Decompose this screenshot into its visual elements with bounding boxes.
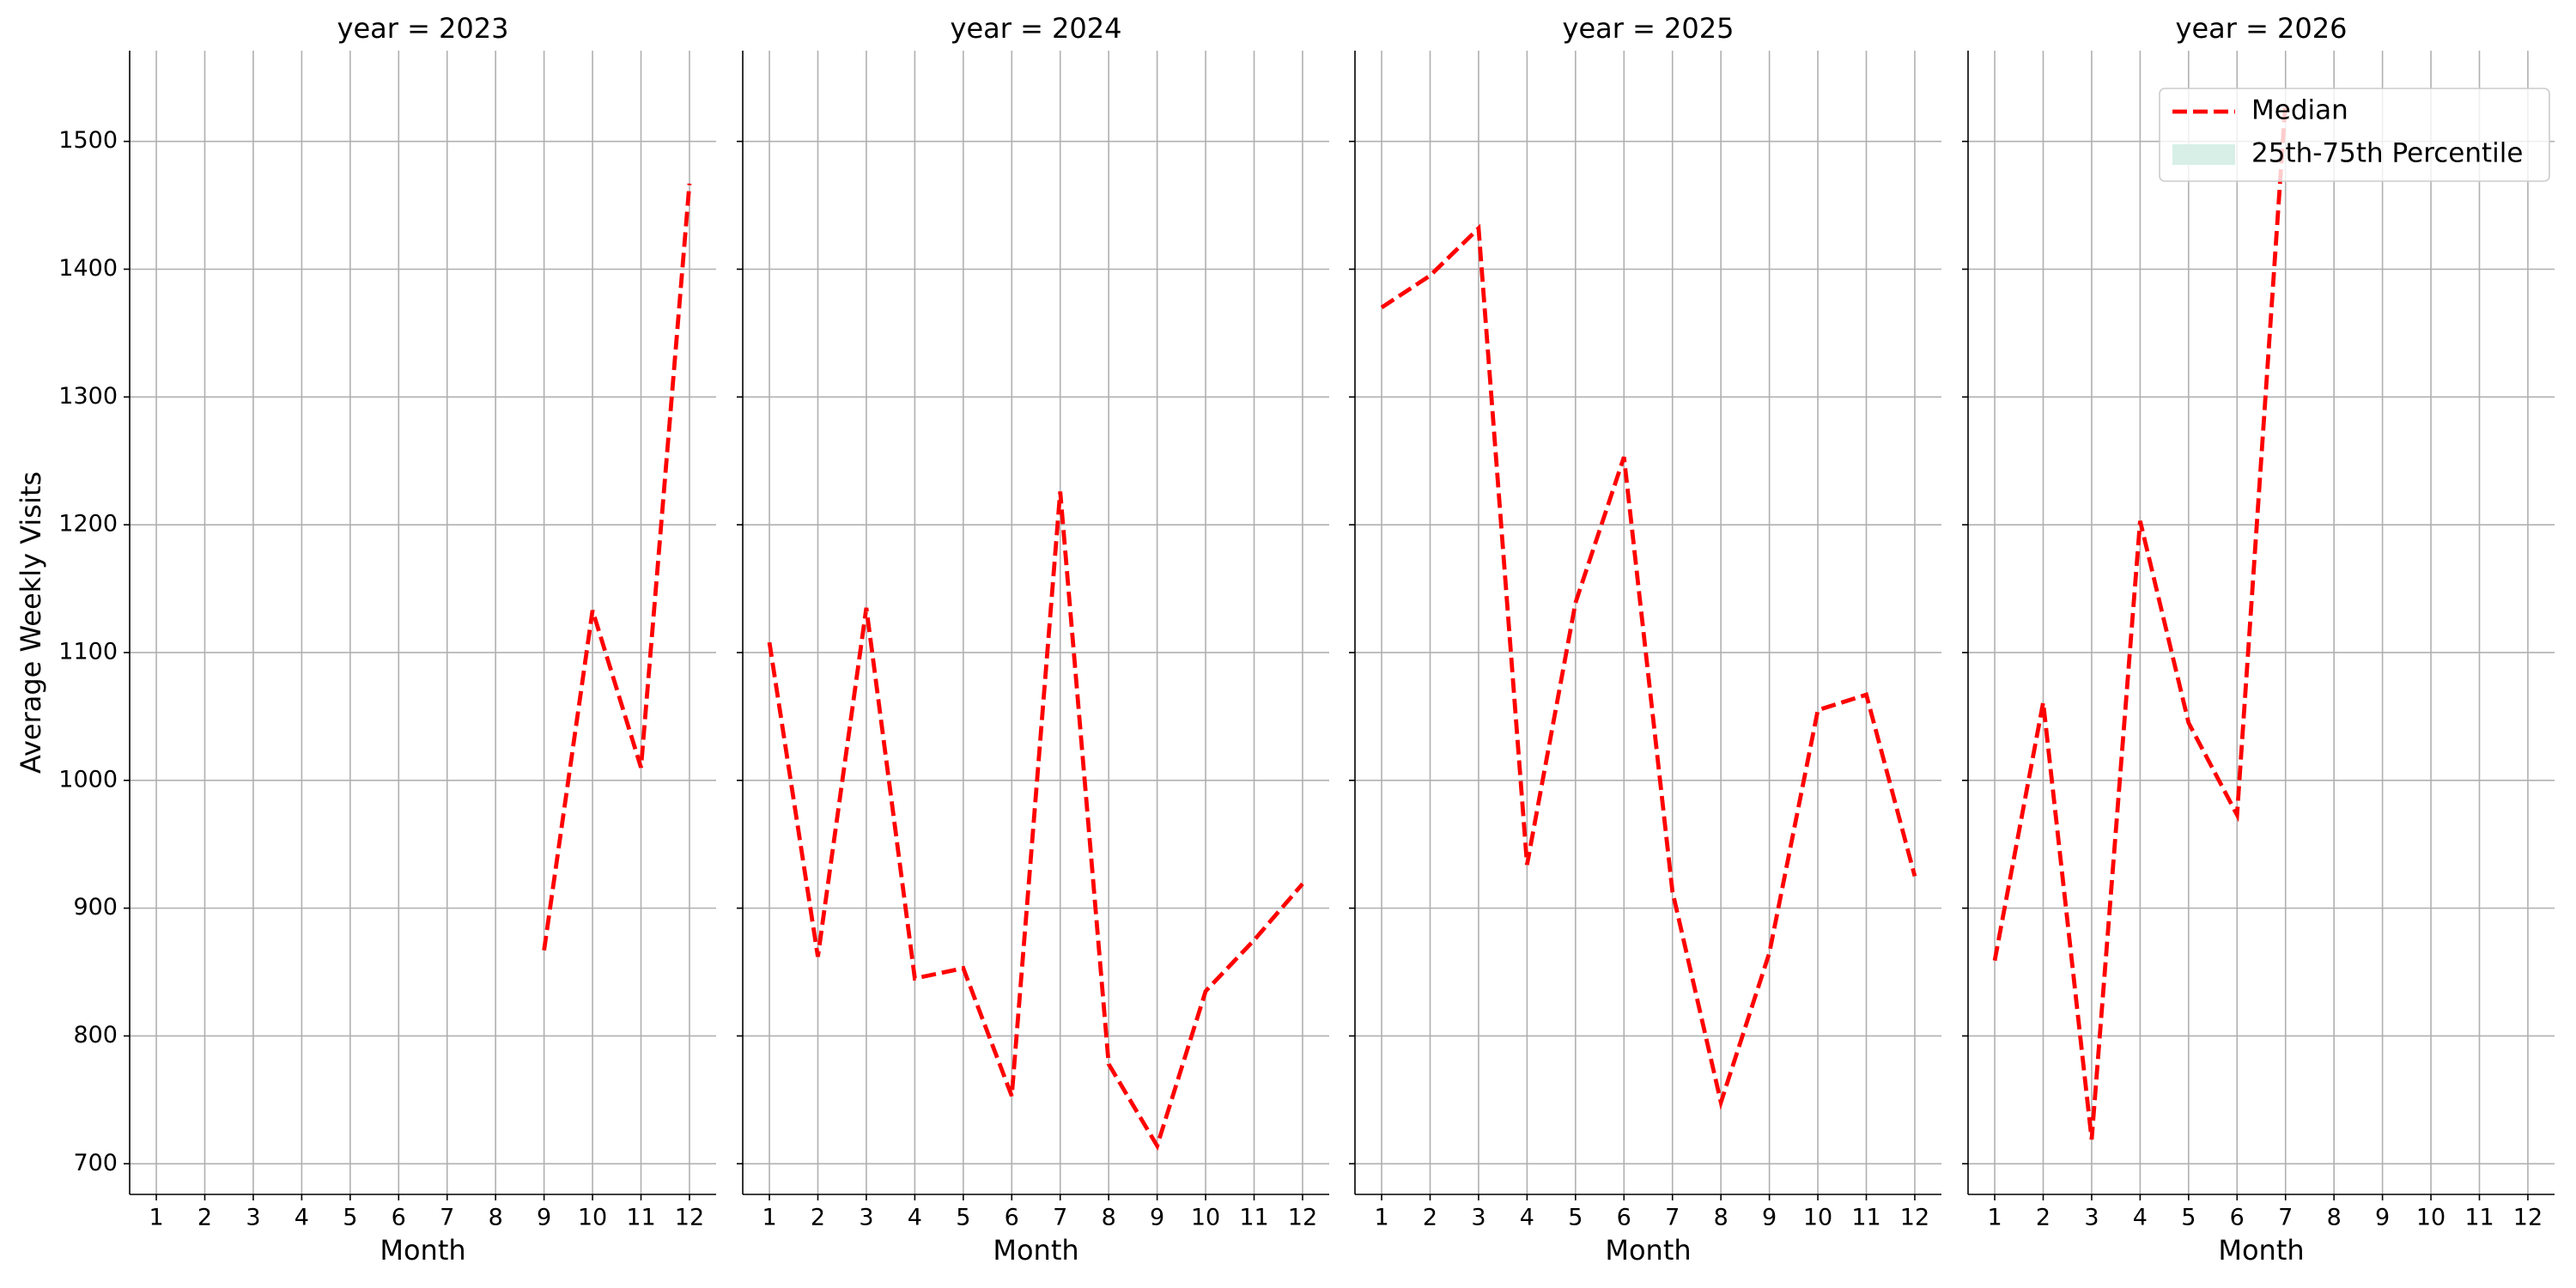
- y-tick-label: 1300: [58, 383, 118, 410]
- y-tick-label: 1000: [58, 766, 118, 793]
- x-tick-label: 1: [1374, 1205, 1388, 1231]
- y-tick-label: 1100: [58, 638, 118, 665]
- x-tick-label: 12: [1288, 1205, 1317, 1231]
- median-line: [1380, 223, 1917, 1110]
- x-tick-label: 1: [149, 1205, 163, 1231]
- x-tick-label: 1: [762, 1205, 776, 1231]
- x-tick-label: 7: [440, 1205, 454, 1231]
- legend-label: 25th-75th Percentile: [2251, 138, 2523, 169]
- x-tick-label: 6: [2230, 1205, 2245, 1231]
- y-tick-label: 1500: [58, 127, 118, 154]
- x-tick-label: 8: [1102, 1205, 1116, 1231]
- y-tick-label: 800: [73, 1022, 118, 1048]
- x-tick-label: 11: [1851, 1205, 1880, 1231]
- x-tick-label: 8: [1714, 1205, 1728, 1231]
- x-tick-label: 8: [489, 1205, 503, 1231]
- y-tick-label: 900: [73, 894, 118, 920]
- x-tick-label: 3: [246, 1205, 260, 1231]
- x-tick-label: 4: [295, 1205, 309, 1231]
- y-axis-label: Average Weekly Visits: [15, 471, 47, 774]
- x-tick-label: 2: [197, 1205, 212, 1231]
- x-tick-label: 1: [1987, 1205, 2002, 1231]
- median-line: [767, 491, 1304, 1151]
- y-tick-label: 1400: [58, 255, 118, 282]
- x-tick-label: 12: [675, 1205, 704, 1231]
- x-tick-label: 3: [2084, 1205, 2099, 1231]
- x-tick-label: 9: [1762, 1205, 1777, 1231]
- x-tick-label: 6: [1617, 1205, 1631, 1231]
- x-tick-label: 5: [1568, 1205, 1583, 1231]
- x-tick-label: 10: [578, 1205, 607, 1231]
- x-tick-label: 11: [2464, 1205, 2494, 1231]
- x-tick-label: 5: [956, 1205, 970, 1231]
- x-tick-label: 9: [1150, 1205, 1164, 1231]
- x-axis-label: Month: [993, 1234, 1078, 1267]
- median-line: [1992, 101, 2288, 1140]
- x-tick-label: 5: [343, 1205, 357, 1231]
- legend-swatch: [2172, 144, 2235, 165]
- panel-title: year = 2024: [951, 12, 1122, 45]
- x-tick-label: 10: [2416, 1205, 2445, 1231]
- x-tick-label: 3: [1471, 1205, 1485, 1231]
- x-tick-label: 6: [1005, 1205, 1019, 1231]
- x-tick-label: 11: [626, 1205, 655, 1231]
- x-tick-label: 6: [392, 1205, 406, 1231]
- x-tick-label: 2: [811, 1205, 825, 1231]
- x-axis-label: Month: [1605, 1234, 1691, 1267]
- x-tick-label: 4: [2133, 1205, 2148, 1231]
- panel-title: year = 2026: [2176, 12, 2348, 45]
- x-tick-label: 5: [2181, 1205, 2196, 1231]
- x-tick-label: 3: [859, 1205, 873, 1231]
- x-tick-label: 4: [1520, 1205, 1534, 1231]
- panel-title: year = 2023: [337, 12, 509, 45]
- x-tick-label: 7: [2278, 1205, 2293, 1231]
- x-tick-label: 11: [1239, 1205, 1268, 1231]
- x-tick-label: 7: [1665, 1205, 1680, 1231]
- legend-box: [2159, 88, 2550, 182]
- y-tick-label: 1200: [58, 511, 118, 538]
- x-axis-label: Month: [380, 1234, 465, 1267]
- x-tick-label: 9: [537, 1205, 551, 1231]
- median-line: [542, 183, 692, 951]
- x-tick-label: 10: [1191, 1205, 1220, 1231]
- x-tick-label: 4: [908, 1205, 922, 1231]
- y-tick-label: 700: [73, 1150, 118, 1176]
- panel-title: year = 2025: [1563, 12, 1735, 45]
- x-tick-label: 7: [1053, 1205, 1067, 1231]
- x-tick-label: 2: [1423, 1205, 1437, 1231]
- legend-label: Median: [2251, 95, 2348, 126]
- x-tick-label: 8: [2327, 1205, 2342, 1231]
- x-tick-label: 10: [1803, 1205, 1832, 1231]
- x-tick-label: 12: [2513, 1205, 2543, 1231]
- x-tick-label: 12: [1900, 1205, 1929, 1231]
- x-tick-label: 2: [2036, 1205, 2050, 1231]
- x-axis-label: Month: [2218, 1234, 2304, 1267]
- x-tick-label: 9: [2375, 1205, 2390, 1231]
